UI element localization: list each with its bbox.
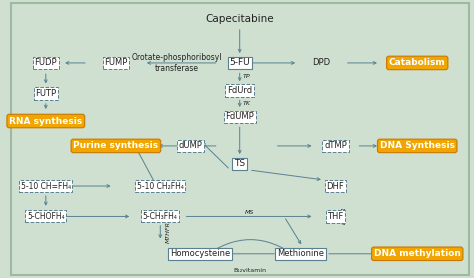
Text: MS: MS bbox=[245, 210, 254, 215]
Text: dTMP: dTMP bbox=[324, 142, 347, 150]
Text: 5-CH₃FH₄: 5-CH₃FH₄ bbox=[143, 212, 178, 221]
Text: FUTP: FUTP bbox=[35, 89, 56, 98]
Text: MTHFR: MTHFR bbox=[166, 221, 171, 243]
Text: Homocysteine: Homocysteine bbox=[170, 249, 230, 258]
Text: THF: THF bbox=[328, 212, 344, 221]
Text: 5-FU: 5-FU bbox=[229, 58, 250, 68]
Text: TK: TK bbox=[243, 101, 251, 106]
Text: Purine synthesis: Purine synthesis bbox=[73, 142, 158, 150]
Text: FdUrd: FdUrd bbox=[227, 86, 252, 95]
Text: DNA methylation: DNA methylation bbox=[374, 249, 461, 258]
Text: TS: TS bbox=[234, 159, 245, 168]
Text: FUMP: FUMP bbox=[104, 58, 128, 68]
Text: FdUMP: FdUMP bbox=[225, 112, 254, 121]
Text: Methionine: Methionine bbox=[277, 249, 324, 258]
Text: DHF: DHF bbox=[327, 182, 344, 190]
Text: 5-10 CH=FH₄: 5-10 CH=FH₄ bbox=[21, 182, 71, 190]
Text: FUDP: FUDP bbox=[35, 58, 57, 68]
Text: DPD: DPD bbox=[312, 58, 330, 68]
Text: 5-CHOFH₄: 5-CHOFH₄ bbox=[27, 212, 64, 221]
Text: 5-10 CH₂FH₄: 5-10 CH₂FH₄ bbox=[137, 182, 184, 190]
Text: TP: TP bbox=[243, 74, 251, 79]
Text: DNA Synthesis: DNA Synthesis bbox=[380, 142, 455, 150]
Text: B₁₂vitamin: B₁₂vitamin bbox=[234, 268, 266, 273]
Text: Capecitabine: Capecitabine bbox=[205, 14, 274, 24]
Text: Orotate-phosphoribosyl
transferase: Orotate-phosphoribosyl transferase bbox=[131, 53, 222, 73]
Text: RNA synthesis: RNA synthesis bbox=[9, 116, 82, 126]
Text: DHFR: DHFR bbox=[341, 206, 346, 224]
Text: Catabolism: Catabolism bbox=[389, 58, 446, 68]
Text: dUMP: dUMP bbox=[179, 142, 202, 150]
